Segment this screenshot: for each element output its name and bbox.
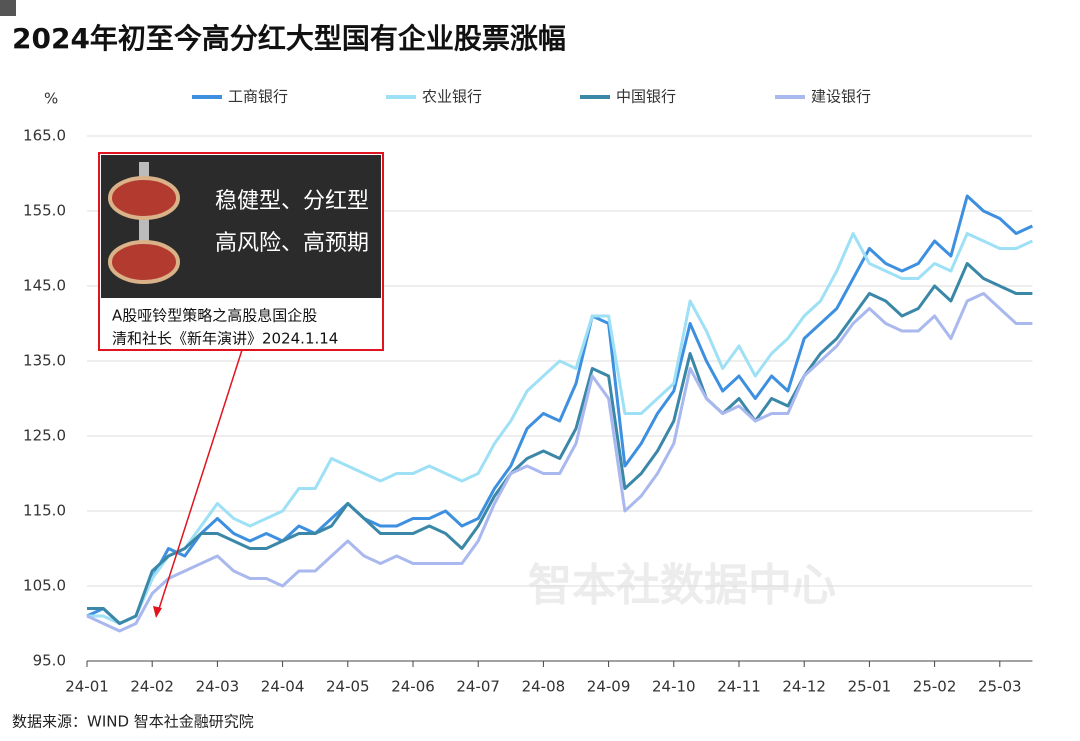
legend-label: 中国银行	[616, 88, 676, 106]
corner-mark	[0, 0, 16, 16]
x-tick-label: 24-07	[456, 678, 500, 696]
arrow	[157, 349, 243, 613]
x-tick-label: 24-09	[587, 678, 631, 696]
legend-label: 建设银行	[811, 88, 871, 106]
y-tick-label: 95.0	[33, 652, 66, 670]
x-tick-label: 24-11	[717, 678, 761, 696]
x-tick-label: 24-01	[65, 678, 109, 696]
annotation: 稳健型、分红型 高风险、高预期 A股哑铃型策略之高股息国企股 清和社长《新年演讲…	[98, 152, 384, 618]
dumbbell-weight	[108, 176, 180, 220]
y-tick-label: 165.0	[23, 127, 66, 145]
legend-label: 农业银行	[422, 88, 482, 106]
x-tick-label: 24-05	[326, 678, 370, 696]
arrow-head	[153, 606, 162, 618]
x-tick-label: 24-06	[391, 678, 435, 696]
x-tick-label: 24-10	[652, 678, 696, 696]
annotation-line: 稳健型、分红型	[215, 189, 369, 214]
y-tick-label: 115.0	[23, 502, 66, 520]
x-tick-label: 24-02	[130, 678, 174, 696]
annotation-line: 高风险、高预期	[215, 231, 369, 256]
y-tick-label: 155.0	[23, 202, 66, 220]
x-tick-label: 25-01	[848, 678, 892, 696]
annotation-caption: 清和社长《新年演讲》2024.1.14	[112, 330, 338, 348]
annotation-caption: A股哑铃型策略之高股息国企股	[112, 307, 317, 325]
series-line	[86, 194, 1034, 625]
series-line	[86, 292, 1033, 633]
x-tick-label: 24-04	[261, 678, 305, 696]
dumbbell-weight	[108, 240, 180, 284]
x-tick-label: 24-08	[522, 678, 566, 696]
x-tick-label: 24-03	[196, 678, 240, 696]
chart-title: 2024年初至今高分红大型国有企业股票涨幅	[12, 22, 566, 55]
y-tick-label: 135.0	[23, 352, 66, 370]
x-tick-label: 25-02	[913, 678, 957, 696]
x-tick-label: 24-12	[782, 678, 826, 696]
source: 数据来源：WIND 智本社金融研究院	[12, 713, 254, 731]
y-tick-label: 145.0	[23, 277, 66, 295]
y-label: %	[44, 90, 58, 108]
legend-label: 工商银行	[228, 88, 288, 106]
y-tick-label: 125.0	[23, 427, 66, 445]
series-line	[87, 262, 1033, 625]
x-tick-label: 25-03	[978, 678, 1022, 696]
series-line	[87, 232, 1034, 625]
y-tick-label: 105.0	[23, 577, 66, 595]
